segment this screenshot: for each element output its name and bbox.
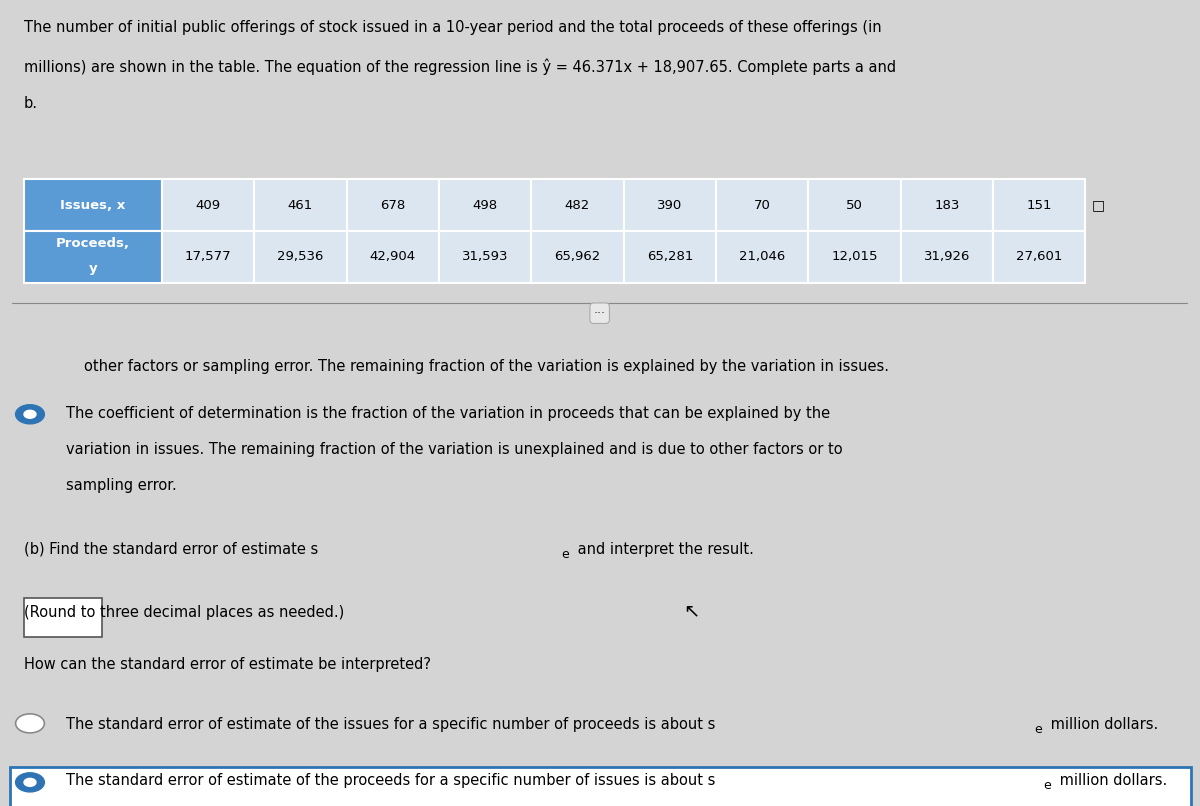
Text: 12,015: 12,015 (832, 251, 877, 264)
FancyBboxPatch shape (901, 231, 994, 283)
FancyBboxPatch shape (809, 231, 901, 283)
Text: The coefficient of determination is the fraction of the variation in proceeds th: The coefficient of determination is the … (66, 406, 830, 422)
Text: b.: b. (24, 97, 38, 111)
Text: The standard error of estimate of the proceeds for a specific number of issues i: The standard error of estimate of the pr… (66, 773, 715, 787)
FancyBboxPatch shape (24, 597, 102, 638)
Text: 42,904: 42,904 (370, 251, 416, 264)
Text: sampling error.: sampling error. (66, 478, 176, 493)
FancyBboxPatch shape (439, 179, 532, 231)
Text: million dollars.: million dollars. (1056, 773, 1168, 787)
Text: y: y (89, 262, 97, 275)
FancyBboxPatch shape (624, 231, 716, 283)
Text: 31,593: 31,593 (462, 251, 509, 264)
Circle shape (24, 779, 36, 787)
Circle shape (16, 714, 44, 733)
FancyBboxPatch shape (254, 179, 347, 231)
Text: 482: 482 (565, 198, 590, 212)
Text: (b) Find the standard error of estimate s: (b) Find the standard error of estimate … (24, 542, 318, 557)
FancyBboxPatch shape (532, 179, 624, 231)
Text: 29,536: 29,536 (277, 251, 324, 264)
Text: 678: 678 (380, 198, 406, 212)
Text: ···: ··· (594, 307, 606, 320)
Circle shape (24, 410, 36, 418)
FancyBboxPatch shape (254, 231, 347, 283)
FancyBboxPatch shape (901, 179, 994, 231)
Text: other factors or sampling error. The remaining fraction of the variation is expl: other factors or sampling error. The rem… (84, 359, 889, 373)
Text: How can the standard error of estimate be interpreted?: How can the standard error of estimate b… (24, 657, 431, 672)
Text: 409: 409 (196, 198, 221, 212)
Text: 183: 183 (934, 198, 960, 212)
FancyBboxPatch shape (994, 231, 1086, 283)
Text: ↖: ↖ (684, 601, 700, 621)
Text: 50: 50 (846, 198, 863, 212)
Text: e: e (1044, 779, 1051, 792)
Text: millions) are shown in the table. The equation of the regression line is ŷ = 46.: millions) are shown in the table. The eq… (24, 58, 896, 75)
FancyBboxPatch shape (162, 231, 254, 283)
Text: The standard error of estimate of the issues for a specific number of proceeds i: The standard error of estimate of the is… (66, 717, 715, 732)
FancyBboxPatch shape (347, 231, 439, 283)
Text: variation in issues. The remaining fraction of the variation is unexplained and : variation in issues. The remaining fract… (66, 442, 842, 457)
FancyBboxPatch shape (347, 179, 439, 231)
FancyBboxPatch shape (24, 231, 162, 283)
FancyBboxPatch shape (532, 231, 624, 283)
FancyBboxPatch shape (162, 179, 254, 231)
Text: 65,281: 65,281 (647, 251, 694, 264)
Text: 70: 70 (754, 198, 770, 212)
FancyBboxPatch shape (439, 231, 532, 283)
Text: 27,601: 27,601 (1016, 251, 1062, 264)
FancyBboxPatch shape (10, 767, 1190, 806)
Text: e: e (1034, 724, 1042, 737)
Text: 461: 461 (288, 198, 313, 212)
Text: 17,577: 17,577 (185, 251, 232, 264)
Text: The number of initial public offerings of stock issued in a 10-year period and t: The number of initial public offerings o… (24, 20, 882, 35)
Text: 65,962: 65,962 (554, 251, 601, 264)
Circle shape (16, 773, 44, 792)
Text: 31,926: 31,926 (924, 251, 970, 264)
Text: 498: 498 (473, 198, 498, 212)
FancyBboxPatch shape (624, 179, 716, 231)
Text: million dollars.: million dollars. (1046, 717, 1158, 732)
Text: e: e (562, 548, 569, 561)
Text: Proceeds,: Proceeds, (56, 238, 130, 251)
FancyBboxPatch shape (24, 179, 162, 231)
FancyBboxPatch shape (994, 179, 1086, 231)
Text: 151: 151 (1026, 198, 1052, 212)
Text: (Round to three decimal places as needed.): (Round to three decimal places as needed… (24, 605, 344, 621)
Circle shape (16, 405, 44, 424)
Text: 21,046: 21,046 (739, 251, 785, 264)
Text: Issues, x: Issues, x (60, 198, 126, 212)
FancyBboxPatch shape (809, 179, 901, 231)
Text: □: □ (1092, 198, 1104, 212)
FancyBboxPatch shape (716, 179, 809, 231)
FancyBboxPatch shape (716, 231, 809, 283)
Text: 390: 390 (658, 198, 683, 212)
Text: and interpret the result.: and interpret the result. (574, 542, 754, 557)
